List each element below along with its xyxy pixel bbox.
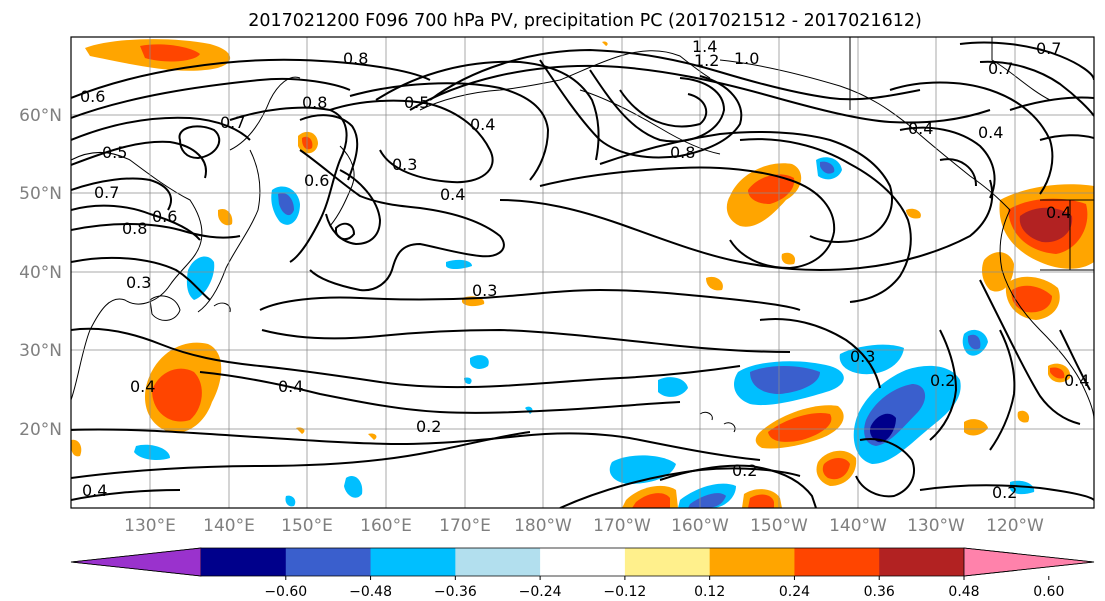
colorbar-under-triangle [70, 547, 202, 577]
lon-label: 130°E [124, 516, 176, 536]
contour-label: 0.7 [220, 113, 245, 132]
lon-label: 180°W [514, 516, 572, 536]
contour-label: 0.7 [94, 183, 119, 202]
map-area: 0.8 0.8 0.6 0.5 0.7 0.8 0.6 0.7 0.6 0.5 … [71, 37, 1094, 508]
contour-label: 1.4 [692, 37, 717, 56]
colorbar-tick-label: 0.60 [1033, 584, 1064, 600]
colorbar-swatch [201, 548, 287, 576]
contour-label: 0.8 [122, 219, 147, 238]
colorbar-swatch [285, 548, 372, 576]
contour-label: 0.6 [304, 171, 329, 190]
contour-label: 0.4 [130, 377, 155, 396]
lon-label: 150°E [281, 516, 333, 536]
contour-label: 0.2 [992, 483, 1017, 502]
precip-shading [71, 39, 1094, 508]
colorbar-swatch [540, 548, 626, 576]
contour-label: 0.8 [343, 49, 368, 68]
contour-label: 0.8 [302, 93, 327, 112]
contour-label: 0.7 [1036, 39, 1061, 58]
contour-label: 0.6 [80, 87, 105, 106]
contour-label: 0.4 [1046, 203, 1071, 222]
contour-label: 0.3 [850, 347, 875, 366]
colorbar-tick-label: 0.36 [864, 584, 895, 600]
colorbar-swatch [879, 548, 965, 576]
contour-label: 0.4 [440, 185, 465, 204]
colorbar-tick-label: −0.60 [264, 584, 307, 600]
contour-label: 0.6 [152, 207, 177, 226]
contour-labels: 0.8 0.8 0.6 0.5 0.7 0.8 0.6 0.7 0.6 0.5 … [80, 37, 1089, 502]
colorbar-swatch [709, 548, 795, 576]
colorbar-swatch [370, 548, 456, 576]
colorbar-swatch [455, 548, 541, 576]
colorbar: −0.60 −0.48 −0.36 −0.24 −0.12 0.12 0.24 0.36 0.4… [70, 547, 1095, 600]
lon-label: 170°W [593, 516, 651, 536]
contour-label: 0.7 [988, 59, 1013, 78]
lon-label: 140°E [203, 516, 255, 536]
contour-label: 0.3 [472, 281, 497, 300]
colorbar-tick-label: 0.48 [948, 584, 979, 600]
pv-contours [71, 41, 1094, 508]
contour-label: 0.8 [670, 143, 695, 162]
graticule [71, 37, 1094, 508]
colorbar-swatch [794, 548, 880, 576]
contour-label: 0.5 [102, 143, 127, 162]
contour-label: 0.4 [978, 123, 1003, 142]
colorbar-tick-label: −0.36 [434, 584, 477, 600]
lon-label: 150°W [750, 516, 808, 536]
lat-label: 20°N [19, 420, 62, 440]
contour-label: 0.4 [278, 377, 303, 396]
longitude-labels: 130°E 140°E 150°E 160°E 170°E 180°W 170°… [124, 516, 1044, 536]
colorbar-swatch [624, 548, 711, 576]
colorbar-tick-label: 0.12 [694, 584, 725, 600]
contour-label: 0.2 [416, 417, 441, 436]
colorbar-outline [70, 547, 1095, 577]
lon-label: 130°W [907, 516, 965, 536]
map-title: 2017021200 F096 700 hPa PV, precipitatio… [248, 11, 922, 31]
colorbar-tick-label: −0.12 [603, 584, 646, 600]
contour-label: 0.4 [82, 481, 107, 500]
contour-label: 0.4 [1064, 371, 1089, 390]
colorbar-tick-label: −0.24 [519, 584, 562, 600]
lat-label: 60°N [19, 106, 62, 126]
colorbar-tick-label: 0.24 [779, 584, 810, 600]
lon-label: 140°W [829, 516, 887, 536]
contour-label: 1.0 [734, 49, 759, 68]
lat-label: 30°N [19, 341, 62, 361]
colorbar-over-triangle [963, 547, 1095, 577]
lon-label: 160°E [360, 516, 412, 536]
lat-label: 50°N [19, 184, 62, 204]
contour-label: 0.2 [930, 371, 955, 390]
contour-label: 1.2 [694, 51, 719, 70]
map-frame [70, 36, 1095, 509]
lon-label: 160°W [671, 516, 729, 536]
colorbar-tick-label: −0.48 [349, 584, 392, 600]
contour-label: 0.4 [908, 119, 933, 138]
contour-label: 0.3 [392, 155, 417, 174]
latitude-labels: 60°N 50°N 40°N 30°N 20°N [19, 106, 62, 440]
contour-label: 0.5 [404, 93, 429, 112]
contour-label: 0.2 [732, 461, 757, 480]
contour-label: 0.4 [470, 115, 495, 134]
lat-label: 40°N [19, 263, 62, 283]
lon-label: 120°W [986, 516, 1044, 536]
contour-label: 0.3 [126, 273, 151, 292]
lon-label: 170°E [439, 516, 491, 536]
coastlines [71, 37, 1094, 433]
